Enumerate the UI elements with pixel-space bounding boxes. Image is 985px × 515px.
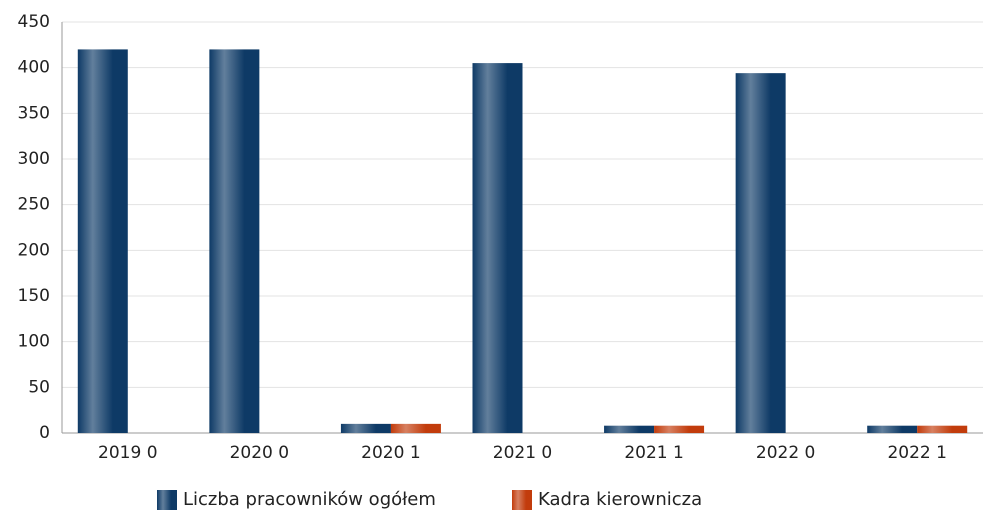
bar <box>340 423 391 433</box>
legend-swatch <box>512 490 532 510</box>
y-tick-label: 450 <box>18 12 50 32</box>
bar <box>654 425 705 433</box>
bar <box>917 425 968 433</box>
y-tick-label: 150 <box>18 286 50 306</box>
bar <box>735 73 786 433</box>
legend-label: Kadra kierownicza <box>538 489 702 510</box>
y-tick-label: 250 <box>18 195 50 215</box>
y-tick-label: 200 <box>18 240 50 260</box>
x-tick-label: 2020 0 <box>230 443 289 463</box>
legend-swatch <box>157 490 177 510</box>
bar <box>390 423 441 433</box>
y-tick-label: 350 <box>18 103 50 123</box>
x-tick-label: 2022 1 <box>887 443 946 463</box>
legend-label: Liczba pracowników ogółem <box>183 489 436 510</box>
y-tick-label: 400 <box>18 58 50 78</box>
y-tick-label: 50 <box>28 377 50 397</box>
y-tick-label: 0 <box>39 423 50 443</box>
y-tick-label: 100 <box>18 332 50 352</box>
bar <box>472 63 523 433</box>
bar <box>209 49 260 434</box>
x-tick-label: 2019 0 <box>98 443 157 463</box>
bar <box>604 425 655 433</box>
x-tick-label: 2021 0 <box>493 443 552 463</box>
bar <box>77 49 128 434</box>
x-tick-label: 2020 1 <box>361 443 420 463</box>
x-tick-label: 2021 1 <box>624 443 683 463</box>
y-tick-label: 300 <box>18 149 50 169</box>
x-tick-label: 2022 0 <box>756 443 815 463</box>
bar <box>867 425 918 433</box>
